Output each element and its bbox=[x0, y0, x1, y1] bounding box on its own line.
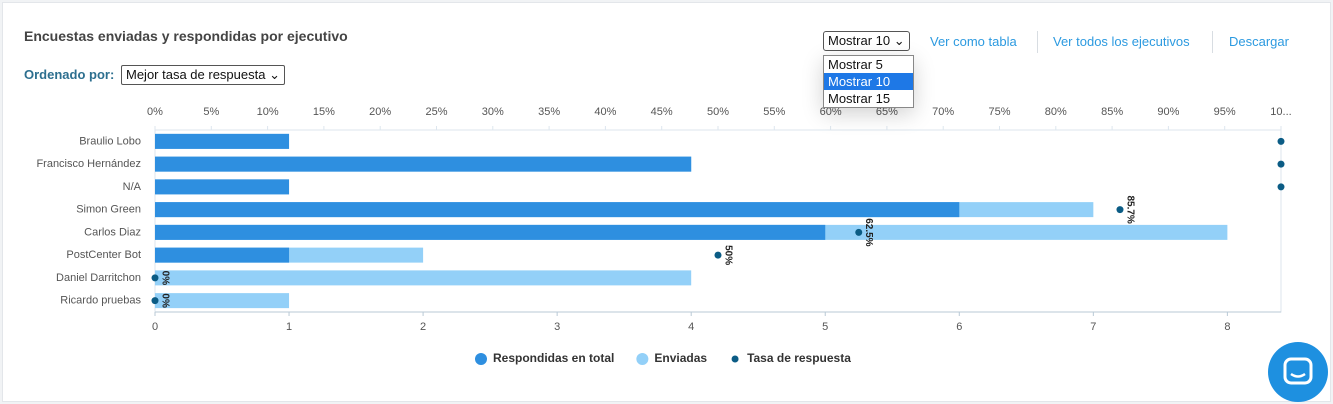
value-label: 0% bbox=[159, 271, 170, 286]
link[interactable]: Descargar bbox=[1229, 34, 1289, 49]
x-tick-label: 0 bbox=[152, 321, 158, 333]
value-label: 85.7% bbox=[1124, 195, 1135, 223]
y-tick-label: N/A bbox=[123, 181, 142, 193]
x2-tick-label: 70% bbox=[932, 106, 954, 118]
rate-dot bbox=[714, 251, 722, 259]
y-tick-label: Carlos Diaz bbox=[84, 226, 141, 238]
x2-tick-label: 15% bbox=[313, 106, 335, 118]
x2-tick-label: 25% bbox=[425, 106, 447, 118]
rate-dot bbox=[1116, 206, 1124, 214]
x2-tick-label: 45% bbox=[651, 106, 673, 118]
x2-tick-label: 90% bbox=[1157, 106, 1179, 118]
rate-dot bbox=[151, 297, 159, 305]
x-tick-label: 7 bbox=[1090, 321, 1096, 333]
x2-tick-label: 40% bbox=[594, 106, 616, 118]
rate-dot bbox=[1277, 183, 1285, 191]
x2-tick-label: 50% bbox=[707, 106, 729, 118]
y-tick-label: Daniel Darritchon bbox=[56, 272, 141, 284]
x2-tick-label: 75% bbox=[988, 106, 1010, 118]
x2-tick-label: 30% bbox=[482, 106, 504, 118]
sort-select[interactable]: Mejor tasa de respuesta ⌄ bbox=[121, 65, 285, 85]
x-tick-label: 5 bbox=[822, 321, 828, 333]
x2-tick-label: 20% bbox=[369, 106, 391, 118]
bar bbox=[155, 156, 692, 172]
rate-dot bbox=[1277, 160, 1285, 168]
link[interactable]: Ver como tabla bbox=[930, 34, 1017, 49]
x2-tick-label: 95% bbox=[1214, 106, 1236, 118]
x2-tick-label: 65% bbox=[876, 106, 898, 118]
bar bbox=[155, 224, 826, 240]
x2-tick-label: 10... bbox=[1270, 106, 1291, 118]
bar bbox=[155, 202, 960, 218]
legend-label: Respondidas en total bbox=[493, 351, 614, 365]
x-tick-label: 8 bbox=[1224, 321, 1230, 333]
bar bbox=[155, 270, 692, 286]
value-label: 0% bbox=[159, 293, 170, 308]
show-select[interactable]: Mostrar 10 ⌄ bbox=[823, 31, 910, 51]
x2-tick-label: 35% bbox=[538, 106, 560, 118]
legend-label: Enviadas bbox=[654, 351, 707, 365]
title: Encuestas enviadas y respondidas por eje… bbox=[24, 28, 348, 44]
y-tick-label: Braulio Lobo bbox=[79, 135, 141, 147]
rate-dot bbox=[855, 228, 863, 236]
x2-tick-label: 85% bbox=[1101, 106, 1123, 118]
rate-dot bbox=[1277, 137, 1285, 145]
dropdown-menu: Mostrar 5 Mostrar 10 Mostrar 15 bbox=[823, 55, 914, 108]
legend-marker bbox=[475, 353, 487, 365]
sort-select-text: Mejor tasa de respuesta bbox=[126, 67, 266, 82]
dropdown-option[interactable]: Mostrar 10 bbox=[824, 73, 913, 90]
x2-tick-label: 55% bbox=[763, 106, 785, 118]
separator bbox=[1037, 31, 1038, 53]
x-tick-label: 1 bbox=[286, 321, 292, 333]
y-tick-label: Francisco Hernández bbox=[36, 158, 141, 170]
sort-label: Ordenado por: bbox=[24, 67, 115, 82]
separator bbox=[1212, 31, 1213, 53]
chat-icon bbox=[1283, 357, 1313, 385]
x2-tick-label: 60% bbox=[820, 106, 842, 118]
bar bbox=[155, 293, 290, 309]
chat-button[interactable] bbox=[1268, 342, 1328, 402]
legend-label: Tasa de respuesta bbox=[747, 351, 851, 365]
x-tick-label: 4 bbox=[688, 321, 694, 333]
x2-tick-label: 80% bbox=[1045, 106, 1067, 118]
x-tick-label: 6 bbox=[956, 321, 962, 333]
value-label: 50% bbox=[722, 245, 733, 265]
x2-tick-label: 5% bbox=[203, 106, 219, 118]
bar bbox=[155, 133, 290, 149]
y-tick-label: Simon Green bbox=[76, 204, 141, 216]
value-label: 62.5% bbox=[863, 218, 874, 246]
show-select-text: Mostrar 10 bbox=[828, 33, 891, 48]
legend-marker bbox=[636, 353, 649, 365]
rate-dot bbox=[151, 274, 159, 282]
legend-marker bbox=[731, 355, 739, 363]
y-tick-label: Ricardo pruebas bbox=[60, 295, 141, 307]
x2-tick-label: 0% bbox=[147, 106, 163, 118]
x2-tick-label: 10% bbox=[257, 106, 279, 118]
y-tick-label: PostCenter Bot bbox=[66, 249, 141, 261]
bar bbox=[155, 179, 290, 195]
dropdown-option[interactable]: Mostrar 15 bbox=[828, 91, 891, 106]
x-tick-label: 2 bbox=[420, 321, 426, 333]
link[interactable]: Ver todos los ejecutivos bbox=[1053, 34, 1190, 49]
bar bbox=[155, 247, 290, 263]
dropdown-option[interactable]: Mostrar 5 bbox=[828, 57, 883, 72]
x-tick-label: 3 bbox=[554, 321, 560, 333]
